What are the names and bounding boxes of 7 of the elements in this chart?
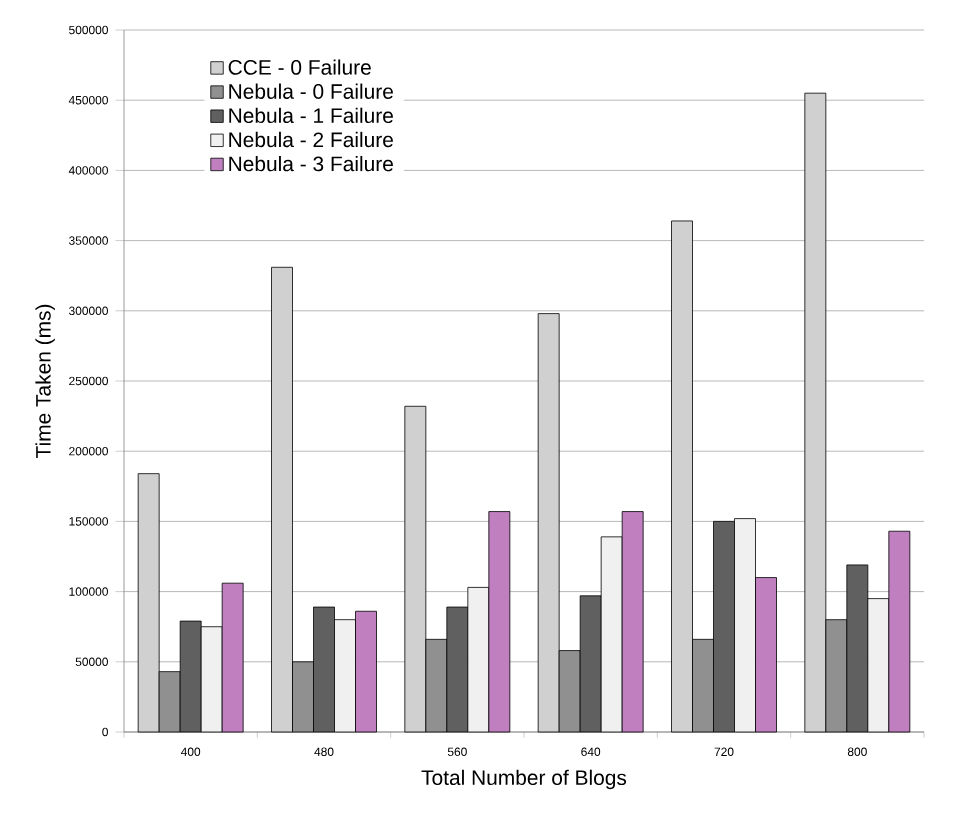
legend-label: Nebula - 3 Failure [229,155,393,172]
legend-label: Nebula - 2 Failure [229,131,393,148]
legend-label: CCE - 0 Failure [228,59,371,75]
legend-label: Nebula - 1 Failure [229,107,393,124]
y-axis-title: Time Taken (ms) [35,304,55,459]
legend-label: Nebula - 0 Failure [229,83,393,99]
x-axis-title: Total Number of Blogs [421,769,627,790]
